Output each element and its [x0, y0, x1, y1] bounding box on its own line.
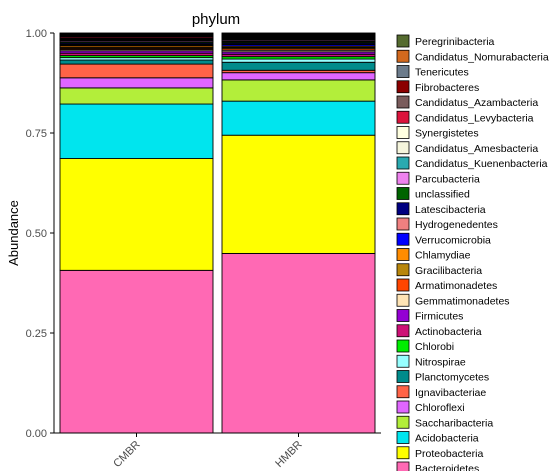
bar-segment-hmbr-proteobacteria [221, 134, 376, 254]
bar-segment-hmbr-planctomycetes [221, 61, 376, 71]
legend-label: Candidatus_Nomurabacteria [415, 51, 549, 63]
legend-label: Nitrospirae [415, 356, 466, 368]
bar-segment-hmbr-chloroflexi [221, 72, 376, 81]
x-tick-label-cmbr: CMBR [111, 439, 142, 470]
legend-label: Verrucomicrobia [415, 234, 491, 246]
legend-label: Chloroflexi [415, 402, 465, 414]
legend-label: Actinobacteria [415, 326, 482, 338]
legend-swatch [396, 339, 410, 353]
legend-swatch [396, 202, 410, 216]
chart-title: phylum [192, 11, 240, 28]
bar-segment-hmbr-bacteroidetes [221, 252, 376, 434]
legend-swatch [396, 110, 410, 124]
legend-label: Fibrobacteres [415, 82, 479, 94]
y-tick-label: 0.00 [26, 428, 47, 440]
legend-swatch [396, 400, 410, 414]
legend-swatch [396, 385, 410, 399]
legend-label: Candidatus_Azambacteria [415, 97, 538, 109]
legend-swatch [396, 232, 410, 246]
legend-swatch [396, 49, 410, 63]
y-tick-label: 0.25 [26, 328, 47, 340]
legend-swatch [396, 187, 410, 200]
legend-swatch [396, 354, 410, 368]
legend-label: Candidatus_Amesbacteria [415, 143, 538, 155]
y-axis-label: Abundance [6, 200, 21, 266]
y-tick-label: 0.50 [26, 228, 47, 240]
legend-swatch [396, 370, 410, 383]
bar-segment-cmbr-saccharibacteria [59, 87, 214, 105]
legend-swatch [396, 263, 410, 277]
legend-label: Tenericutes [415, 67, 469, 79]
bar-segment-hmbr-saccharibacteria [221, 79, 376, 102]
legend-label: Saccharibacteria [415, 417, 493, 429]
legend-label: Peregrinibacteria [415, 36, 495, 48]
legend-label: Acidobacteria [415, 433, 479, 445]
legend-swatch [396, 156, 410, 170]
y-tick-label: 0.75 [26, 128, 47, 140]
legend-label: Armatimonadetes [415, 280, 497, 292]
legend-label: Proteobacteria [415, 448, 483, 460]
bar-segment-cmbr-proteobacteria [59, 158, 214, 271]
legend-swatch [396, 431, 410, 444]
legend-swatch [396, 171, 410, 185]
legend-swatch [396, 278, 410, 292]
legend-swatch [396, 95, 410, 109]
legend-label: Hydrogenedentes [415, 219, 498, 231]
legend-label: Chlorobi [415, 341, 454, 353]
legend-swatch [396, 293, 410, 307]
legend-swatch [396, 141, 410, 155]
bars-group [59, 32, 376, 434]
legend-swatch [396, 461, 410, 471]
legend-label: Ignavibacteriae [415, 387, 486, 399]
legend-swatch [396, 324, 410, 338]
legend-swatch [396, 217, 410, 231]
legend-swatch [396, 65, 410, 78]
x-axis: CMBR HMBR [54, 432, 381, 470]
legend-swatch [396, 248, 410, 261]
legend-swatch [396, 309, 410, 322]
y-tick-label: 1.00 [26, 28, 47, 40]
y-axis: 0.00 0.25 0.50 0.75 1.00 [26, 28, 55, 440]
legend-label: Latescibacteria [415, 204, 486, 216]
legend-swatch [396, 80, 410, 94]
bar-segment-cmbr-ignavibacteriae [59, 63, 214, 79]
legend-label: Candidatus_Levybacteria [415, 112, 534, 124]
bar-segment-hmbr-peregrinibacteria [221, 32, 376, 35]
bar-segment-cmbr-peregrinibacteria [59, 32, 214, 35]
bar-segment-cmbr-chloroflexi [59, 77, 214, 89]
bar-segment-hmbr-nitrospirae [221, 58, 376, 63]
legend-label: Candidatus_Kuenenbacteria [415, 158, 548, 170]
bar-segment-hmbr-acidobacteria [221, 100, 376, 136]
legend-label: Chlamydiae [415, 250, 471, 262]
legend-label: Bacteroidetes [415, 463, 479, 471]
legend-label: Gracilibacteria [415, 265, 482, 277]
legend-label: Synergistetes [415, 128, 479, 140]
legend-swatch [396, 126, 410, 139]
bar-segment-cmbr-planctomycetes [59, 59, 214, 65]
legend-label: unclassified [415, 189, 470, 201]
legend-swatch [396, 34, 410, 48]
bar-segment-cmbr-bacteroidetes [59, 269, 214, 434]
legend-label: Firmicutes [415, 311, 463, 323]
legend-label: Parcubacteria [415, 173, 480, 185]
x-tick-label-hmbr: HMBR [273, 439, 304, 470]
legend-swatch [396, 415, 410, 429]
legend-swatch [396, 446, 410, 460]
legend-label: Gemmatimonadetes [415, 295, 510, 307]
bar-segment-cmbr-acidobacteria [59, 103, 214, 159]
legend: Peregrinibacteria Candidatus_Nomurabacter… [396, 34, 549, 471]
legend-label: Planctomycetes [415, 372, 489, 384]
